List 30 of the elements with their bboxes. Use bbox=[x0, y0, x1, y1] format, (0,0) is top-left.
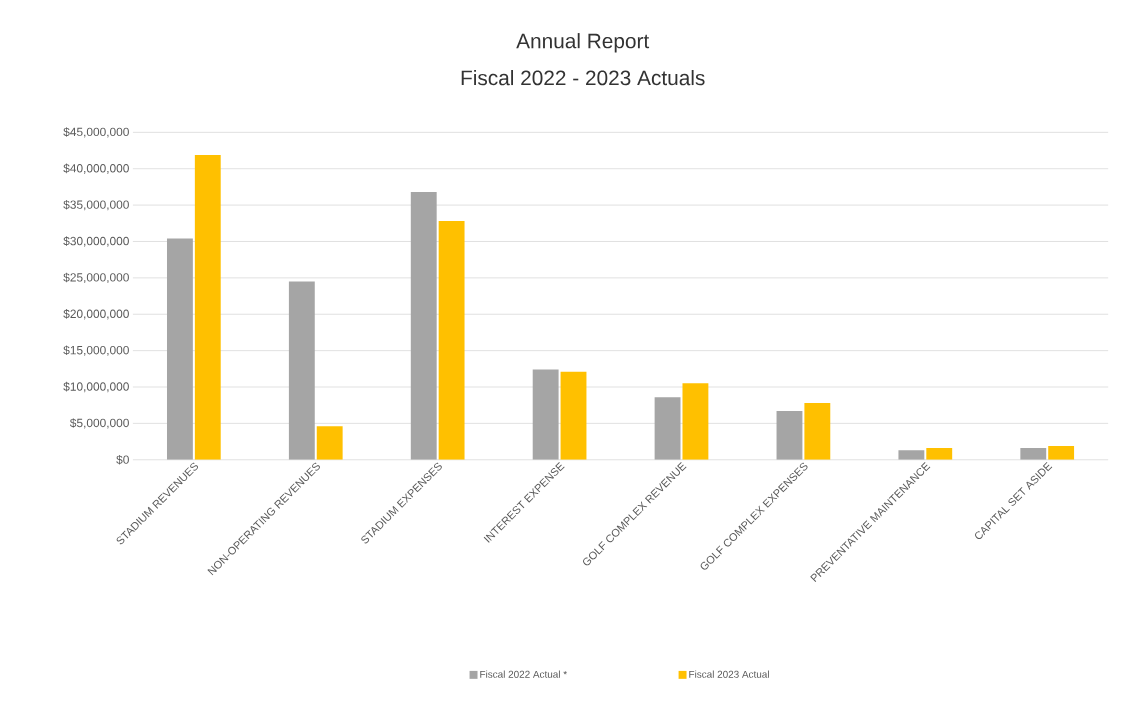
bar bbox=[194, 155, 221, 460]
bar bbox=[682, 383, 709, 460]
y-tick-label: $30,000,000 bbox=[63, 236, 129, 247]
y-tick-label: $25,000,000 bbox=[63, 272, 129, 284]
bar bbox=[776, 411, 803, 460]
y-tick-label: $20,000,000 bbox=[63, 309, 129, 320]
y-tick-label: $10,000,000 bbox=[63, 382, 129, 393]
bar bbox=[654, 397, 681, 460]
bar bbox=[410, 192, 437, 460]
bar bbox=[898, 450, 925, 460]
bar bbox=[288, 281, 315, 460]
y-tick-label: $15,000,000 bbox=[63, 345, 129, 356]
bar bbox=[926, 448, 953, 460]
chart-title: Annual Report bbox=[516, 33, 650, 53]
bar bbox=[316, 426, 343, 460]
bar bbox=[804, 403, 831, 460]
bar bbox=[1020, 448, 1047, 460]
y-tick-label: $40,000,000 bbox=[63, 163, 129, 175]
chart-subtitle: Fiscal 2022 - 2023 Actuals bbox=[461, 70, 705, 86]
y-tick-label: $5,000,000 bbox=[69, 418, 129, 429]
bar bbox=[560, 371, 587, 460]
y-tick-label: $45,000,000 bbox=[63, 127, 129, 138]
y-tick-label: $35,000,000 bbox=[63, 200, 129, 211]
legend-label: Fiscal 2022 Actual * bbox=[480, 670, 567, 679]
bar bbox=[1048, 446, 1075, 460]
legend-label: Fiscal 2023 Actual bbox=[689, 670, 769, 679]
bar bbox=[438, 221, 465, 460]
y-tick-label: $0 bbox=[116, 455, 129, 465]
bar bbox=[166, 238, 193, 460]
bar bbox=[532, 369, 559, 460]
